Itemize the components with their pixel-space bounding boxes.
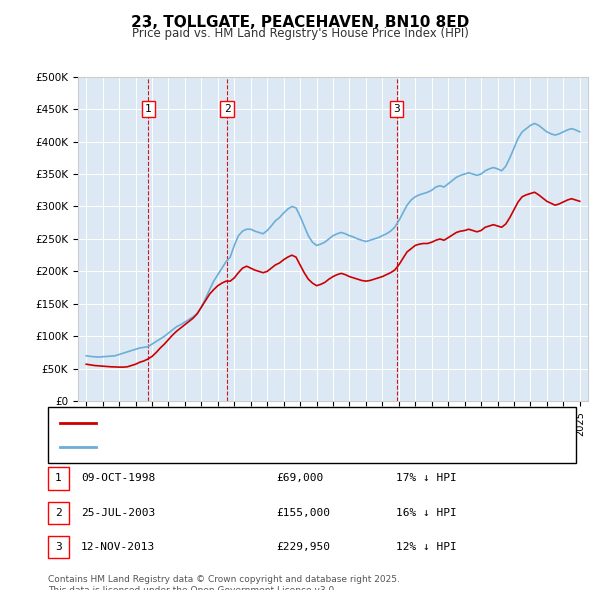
Text: 2: 2 xyxy=(55,508,62,517)
Text: 2: 2 xyxy=(224,104,230,114)
Text: Price paid vs. HM Land Registry's House Price Index (HPI): Price paid vs. HM Land Registry's House … xyxy=(131,27,469,40)
Text: 09-OCT-1998: 09-OCT-1998 xyxy=(81,474,155,483)
Text: 23, TOLLGATE, PEACEHAVEN, BN10 8ED (semi-detached house): 23, TOLLGATE, PEACEHAVEN, BN10 8ED (semi… xyxy=(105,418,437,428)
Text: £229,950: £229,950 xyxy=(276,542,330,552)
Text: 25-JUL-2003: 25-JUL-2003 xyxy=(81,508,155,517)
Text: 1: 1 xyxy=(145,104,152,114)
Text: 17% ↓ HPI: 17% ↓ HPI xyxy=(396,474,457,483)
Text: 1: 1 xyxy=(55,474,62,483)
Text: Contains HM Land Registry data © Crown copyright and database right 2025.
This d: Contains HM Land Registry data © Crown c… xyxy=(48,575,400,590)
Text: 23, TOLLGATE, PEACEHAVEN, BN10 8ED: 23, TOLLGATE, PEACEHAVEN, BN10 8ED xyxy=(131,15,469,30)
Text: £69,000: £69,000 xyxy=(276,474,323,483)
Text: HPI: Average price, semi-detached house, Lewes: HPI: Average price, semi-detached house,… xyxy=(105,442,359,453)
Text: 12-NOV-2013: 12-NOV-2013 xyxy=(81,542,155,552)
Text: £155,000: £155,000 xyxy=(276,508,330,517)
Text: 3: 3 xyxy=(55,542,62,552)
Text: 12% ↓ HPI: 12% ↓ HPI xyxy=(396,542,457,552)
Text: 16% ↓ HPI: 16% ↓ HPI xyxy=(396,508,457,517)
Text: 3: 3 xyxy=(393,104,400,114)
